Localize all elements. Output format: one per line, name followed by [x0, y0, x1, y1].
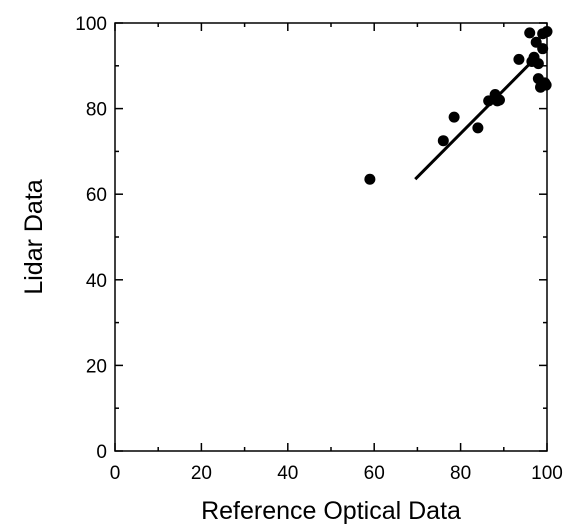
data-points [364, 26, 553, 185]
data-point [437, 135, 449, 147]
data-point [540, 79, 552, 91]
x-tick-label: 0 [110, 463, 121, 484]
y-tick-label: 20 [86, 356, 107, 377]
data-point [472, 122, 484, 134]
x-tick-label: 80 [450, 463, 471, 484]
axis-ticks [114, 22, 548, 452]
y-tick-label: 0 [96, 442, 107, 463]
x-tick-label: 60 [364, 463, 385, 484]
data-point [448, 111, 460, 123]
y-tick-label: 80 [86, 100, 107, 121]
data-point [541, 26, 553, 38]
regression-line [414, 54, 540, 181]
data-point [524, 27, 536, 39]
tick-labels: 0 20 40 60 80 100 0 20 40 60 80 100 [75, 14, 563, 484]
x-tick-label: 100 [531, 463, 563, 484]
data-point [493, 94, 505, 106]
data-point [513, 53, 525, 65]
y-tick-label: 40 [86, 271, 107, 292]
y-tick-label: 100 [75, 14, 107, 35]
x-tick-label: 20 [191, 463, 212, 484]
x-tick-label: 40 [277, 463, 298, 484]
data-point [537, 43, 549, 55]
plot-frame [114, 22, 548, 452]
data-point [364, 173, 376, 185]
x-axis-label: Reference Optical Data [201, 497, 461, 525]
data-point [532, 58, 544, 70]
y-axis-label: Lidar Data [20, 179, 48, 294]
y-tick-label: 60 [86, 185, 107, 206]
